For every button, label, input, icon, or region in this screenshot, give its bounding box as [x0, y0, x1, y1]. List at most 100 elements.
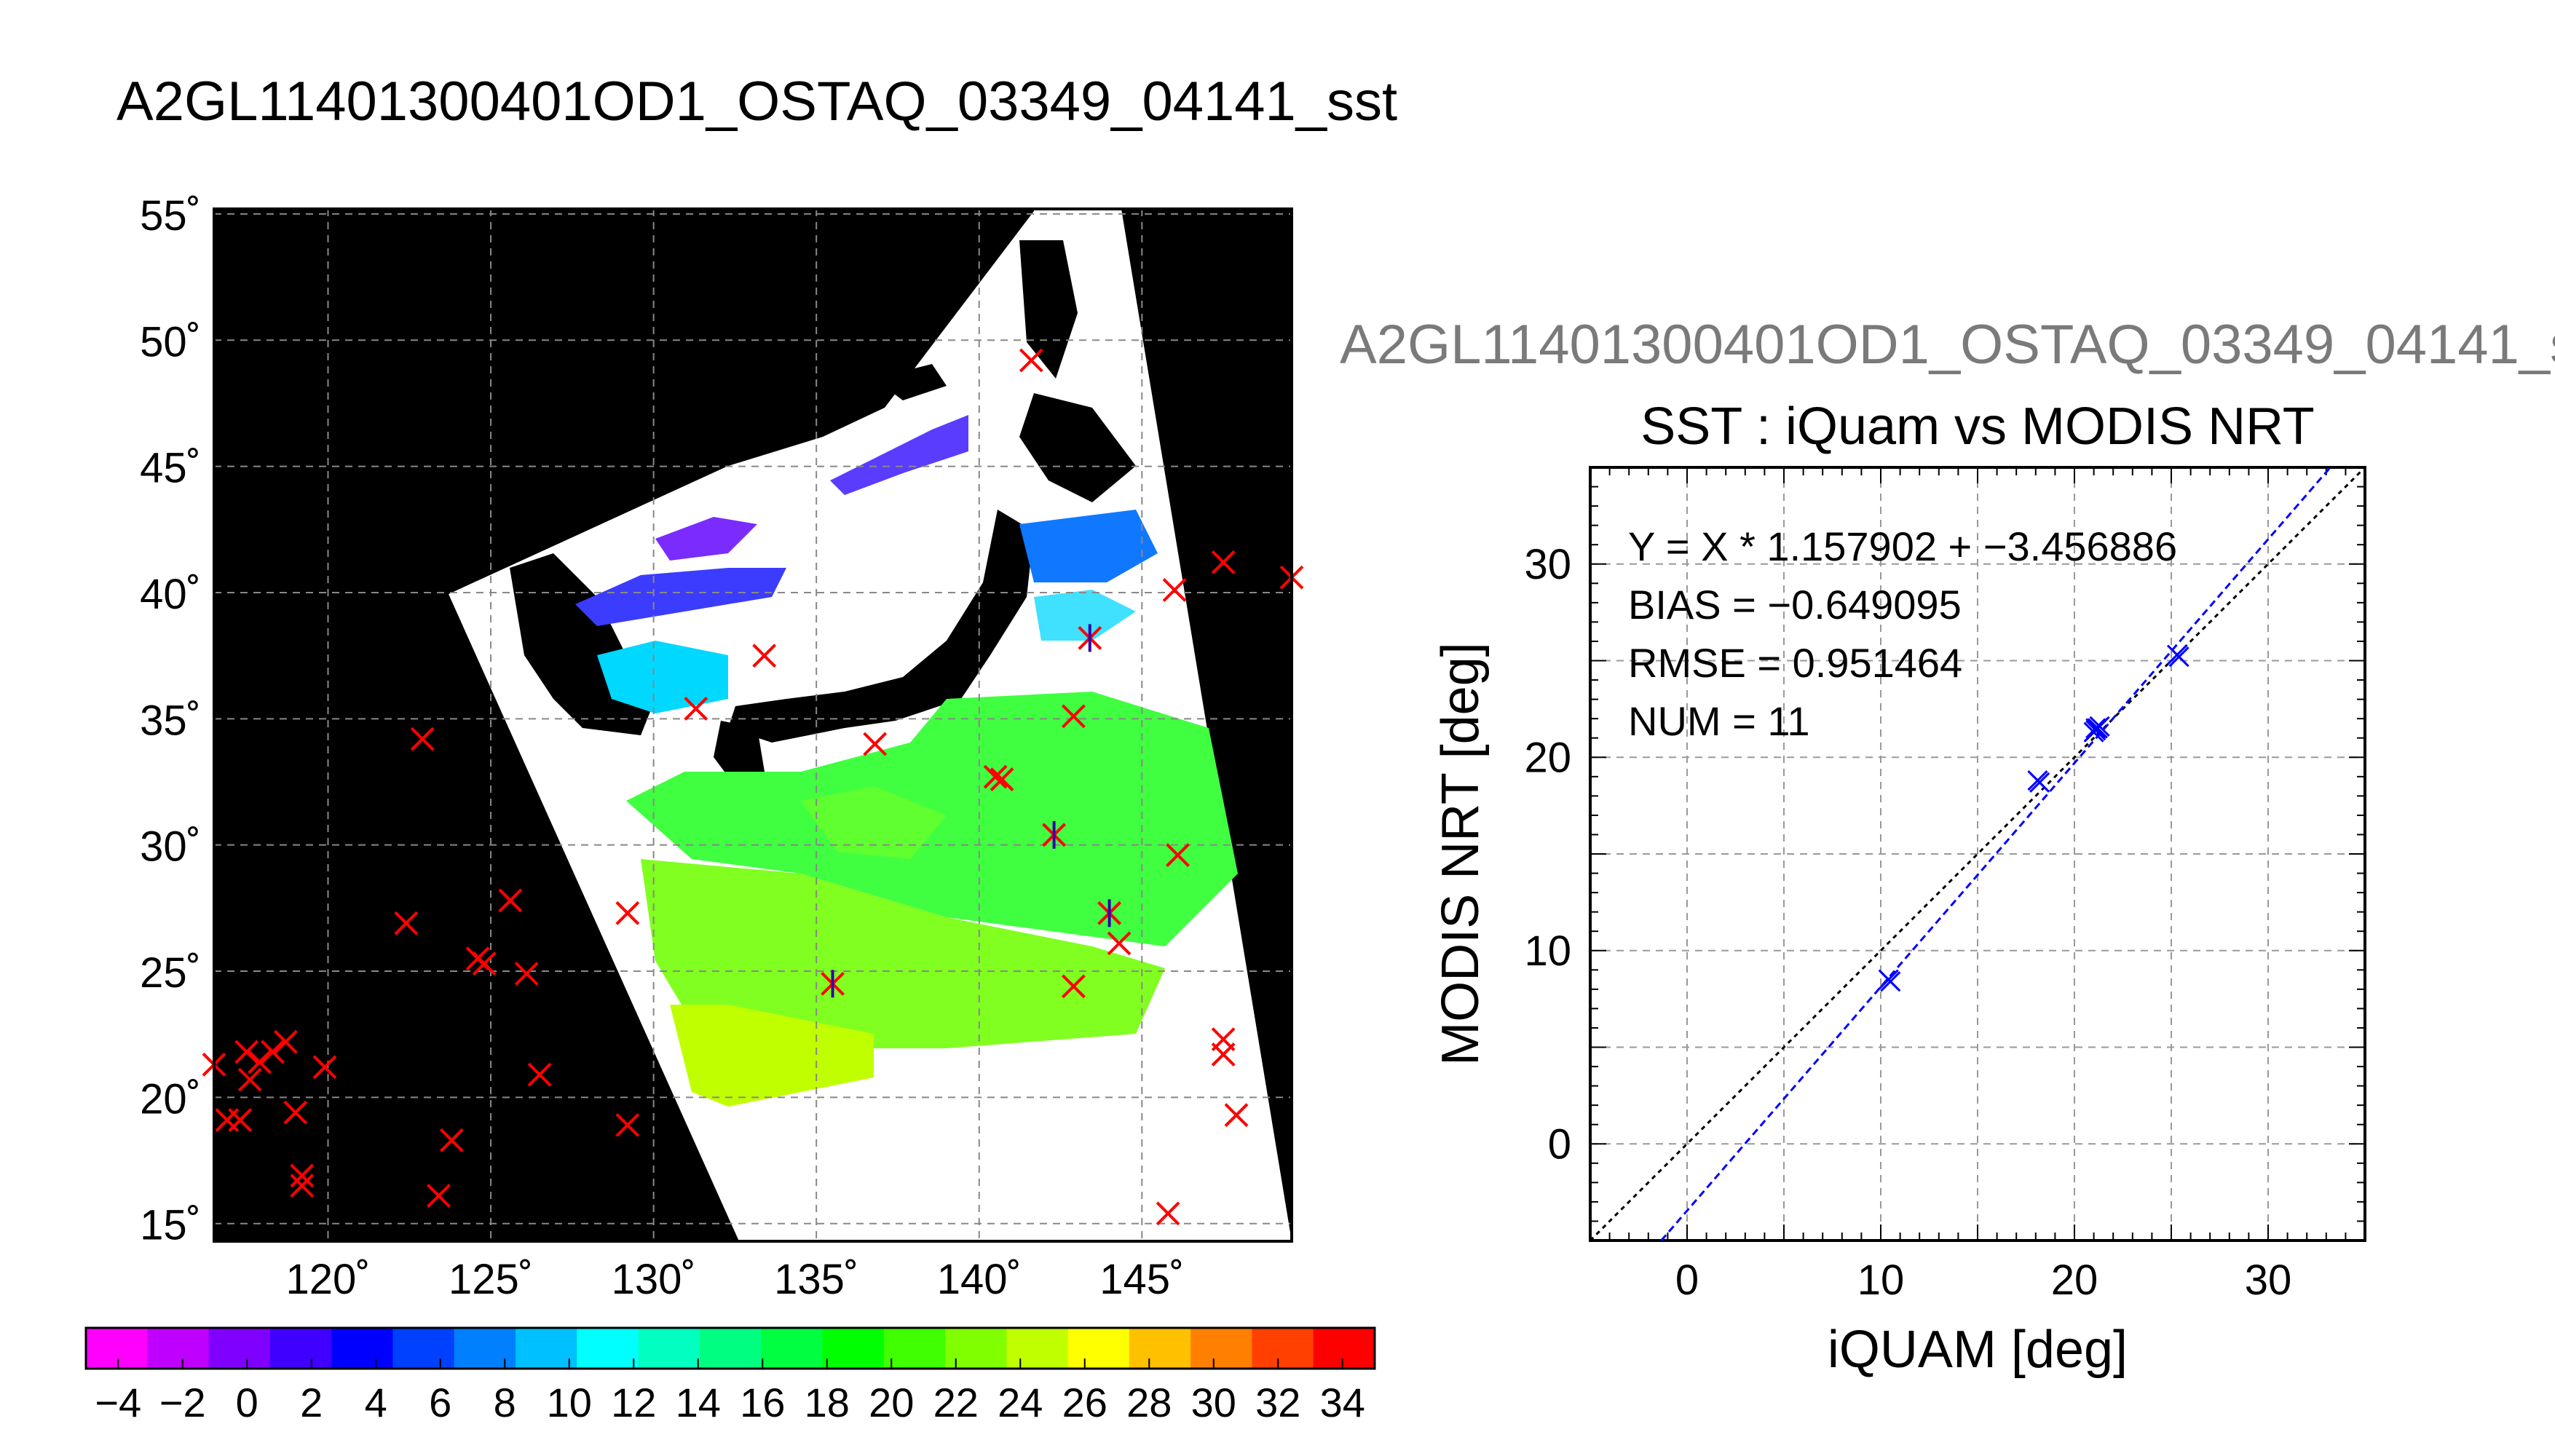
lon-tick-label: 140˚ — [937, 1256, 1022, 1303]
colorbar-tick-label: −4 — [95, 1380, 141, 1425]
iquam-point-marker — [312, 1055, 337, 1080]
colorbar-tick-label: 6 — [429, 1380, 451, 1425]
stats-fit: Y = X * 1.157902 + −3.456886 — [1628, 523, 2177, 569]
iquam-point-marker — [527, 1062, 552, 1087]
iquam-point-marker — [983, 764, 1008, 789]
colorbar-tick-label: 24 — [998, 1380, 1043, 1425]
scatter-lines — [1589, 466, 2366, 1242]
colorbar-tick-label: 28 — [1126, 1380, 1172, 1425]
y-axis-label: MODIS NRT [deg] — [1431, 642, 1490, 1066]
colorbar-block — [577, 1328, 639, 1369]
lat-tick-label: 45˚ — [140, 445, 201, 492]
scatter-point — [2089, 716, 2110, 737]
colorbar-tick-label: 14 — [676, 1380, 721, 1425]
colorbar-tick-label: 12 — [611, 1380, 656, 1425]
iquam-point-marker — [615, 1113, 640, 1137]
colorbar-block — [1190, 1328, 1253, 1369]
y-tick-label: 20 — [1524, 734, 1571, 781]
colorbar-block — [699, 1328, 762, 1369]
sst-patch-greenlight — [801, 786, 947, 859]
stats-num: NUM = 11 — [1628, 698, 1809, 744]
colorbar-block — [454, 1328, 516, 1369]
colorbar-tick-label: 2 — [300, 1380, 323, 1425]
scatter-plot: SST : iQuam vs MODIS NRT 0 10 20 300102030 … — [1431, 397, 2366, 1379]
stats-bias: BIAS = −0.649095 — [1628, 582, 1962, 628]
iquam-point-marker — [410, 727, 435, 751]
colorbar-block — [208, 1328, 271, 1369]
iquam-point-marker — [290, 1174, 315, 1198]
colorbar-tick-label: 18 — [805, 1380, 850, 1425]
sst-patch-northwest — [575, 568, 786, 626]
matched-point-marker — [1097, 899, 1122, 927]
colorbar-tick-label: 4 — [365, 1380, 387, 1425]
colorbar-tick-label: 8 — [494, 1380, 516, 1425]
lon-tick-label: 125˚ — [449, 1256, 533, 1303]
colorbar-tick-label: −2 — [159, 1380, 206, 1425]
iquam-point-marker — [1156, 1201, 1180, 1226]
iquam-point-marker — [752, 644, 777, 668]
colorbar-tick-label: 26 — [1062, 1380, 1107, 1425]
scatter-point — [2085, 718, 2106, 739]
colorbar-block — [1006, 1328, 1069, 1369]
lat-tick-label: 25˚ — [140, 949, 201, 997]
colorbar-block — [331, 1328, 394, 1369]
iquam-point-marker — [514, 962, 539, 986]
iquam-point-marker — [990, 767, 1014, 791]
map-tick-labels: 55˚ 50˚ 45˚ 40˚ 35˚ 30˚ 25˚ 20˚ 15˚ 120˚ 125˚ 130˚ 1… — [140, 192, 1184, 1303]
land-kyushu — [714, 721, 765, 786]
colorbar-block — [1067, 1328, 1130, 1369]
x-tick-label: 10 — [1857, 1257, 1905, 1304]
colorbar: −4 −2 0 2 4 6 8 10 12 14 16 18 20 22 24 26 28 30 32 34 — [84, 1326, 1376, 1425]
lat-tick-label: 15˚ — [140, 1202, 201, 1249]
lat-tick-label: 20˚ — [140, 1075, 201, 1123]
x-axis-label: iQUAM [deg] — [1828, 1321, 2128, 1379]
sst-patch-cyan-east — [1034, 590, 1136, 641]
y-tick-label: 10 — [1524, 927, 1571, 975]
colorbar-tick-label: 22 — [933, 1380, 979, 1425]
sst-patch-black-cloud — [874, 364, 947, 400]
colorbar-tick-labels: −4 −2 0 2 4 6 8 10 12 14 16 18 20 22 24 26 28 30 32 34 — [95, 1358, 1365, 1425]
matched-point-marker — [1042, 820, 1067, 849]
colorbar-tick-label: 32 — [1255, 1380, 1300, 1425]
sst-patch-north — [830, 415, 968, 495]
colorbar-block — [269, 1328, 333, 1369]
colorbar-blocks — [86, 1328, 1375, 1369]
iquam-point-marker — [427, 1184, 451, 1208]
lat-tick-label: 35˚ — [140, 697, 201, 744]
iquam-point-marker — [1224, 1103, 1249, 1128]
iquam-point-marker — [1211, 550, 1236, 574]
lat-tick-label: 30˚ — [140, 823, 201, 871]
scatter-points — [1878, 644, 2189, 992]
colorbar-block — [147, 1328, 210, 1369]
iquam-point-marker — [1166, 843, 1190, 867]
colorbar-block — [822, 1328, 885, 1369]
map-border — [213, 207, 1293, 1243]
land-hokkaido — [1019, 393, 1136, 502]
fit-line — [1660, 467, 2331, 1241]
iquam-point-marker — [248, 1050, 272, 1075]
iquam-point-marker — [472, 951, 497, 976]
x-tick-label: 30 — [2245, 1257, 2292, 1304]
iquam-point-marker — [290, 1163, 315, 1188]
iquam-point-marker — [863, 732, 888, 756]
scatter-title: SST : iQuam vs MODIS NRT — [1640, 397, 2315, 456]
iquam-point-marker — [283, 1100, 308, 1125]
colorbar-tick-label: 20 — [869, 1380, 914, 1425]
map-grid — [214, 209, 1292, 1241]
sst-patch-green-south — [641, 859, 1165, 1048]
lat-tick-label: 40˚ — [140, 571, 201, 618]
land-sakhalin — [1019, 240, 1078, 379]
main-title: A2GL11401300401OD1_OSTAQ_03349_04141_sst — [117, 71, 1398, 132]
colorbar-block — [945, 1328, 1008, 1369]
colorbar-tick-label: 16 — [740, 1380, 785, 1425]
map-frame: 55˚ 50˚ 45˚ 40˚ 35˚ 30˚ 25˚ 20˚ 15˚ 120˚ 125˚ 130˚ 1… — [140, 192, 1304, 1303]
scatter-tick-labels: 0 10 20 30 0 10 20 30 — [1524, 541, 2291, 1304]
lon-tick-label: 130˚ — [612, 1256, 696, 1303]
scatter-grid — [1590, 467, 2366, 1241]
colorbar-tick-label: 0 — [236, 1380, 258, 1425]
colorbar-block — [883, 1328, 946, 1369]
colorbar-block — [638, 1328, 700, 1369]
lat-tick-label: 50˚ — [140, 318, 201, 365]
colorbar-block — [1129, 1328, 1192, 1369]
